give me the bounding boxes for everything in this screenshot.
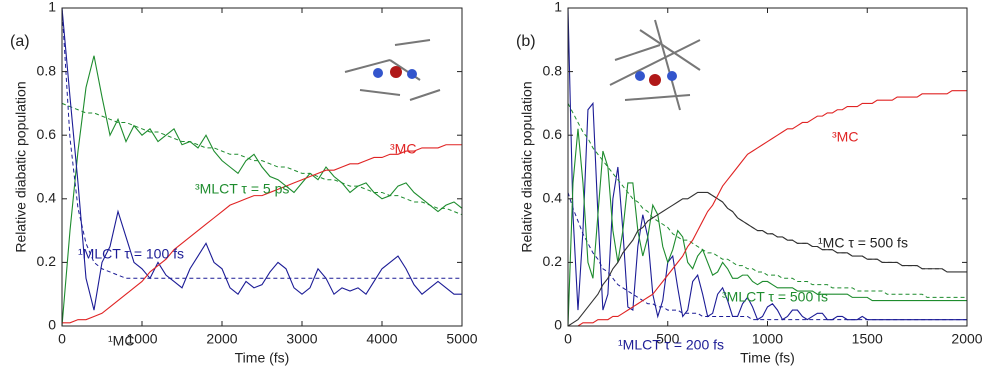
- annotation: ¹MLCT τ = 100 fs: [78, 246, 184, 262]
- y-tick-label: 0.6: [37, 126, 57, 142]
- y-tick-label: 0.4: [543, 190, 563, 206]
- molecule-sketch-b: [610, 20, 700, 110]
- annotation: ¹MC τ = 500 fs: [818, 235, 908, 251]
- annotation: ¹MLCT τ = 200 fs: [618, 337, 724, 353]
- x-axis-label: Time (fs): [235, 350, 290, 366]
- fit-line: [568, 103, 967, 297]
- figure: 0 1000 2000 3000 4000 5000 0 0.2 0.4 0.6 0.8 1 Time …: [0, 0, 982, 372]
- x-tick-label: 1500: [852, 331, 883, 347]
- y-tick-label: 0.8: [37, 62, 57, 78]
- x-tick-label: 3000: [286, 331, 317, 347]
- y-tick-label: 0.2: [543, 253, 563, 269]
- annotation: ³MLCT τ = 5 ps: [195, 181, 289, 197]
- annotation: ³MLCT τ = 500 fs: [722, 289, 828, 305]
- fit-line: [708, 192, 967, 272]
- annotation: ³MC: [390, 141, 416, 157]
- x-tick-label: 2000: [951, 331, 982, 347]
- population-line: [62, 145, 462, 323]
- y-axis-label: Relative diabatic population: [519, 81, 535, 252]
- x-tick-label: 0: [58, 331, 66, 347]
- y-axis-label: Relative diabatic population: [13, 81, 29, 252]
- y-tick-label: 0: [48, 317, 56, 333]
- x-tick-label: 4000: [366, 331, 397, 347]
- population-line: [62, 8, 462, 310]
- y-tick-label: 0.6: [543, 126, 563, 142]
- molecule-sketch-a: [345, 40, 440, 100]
- y-tick-label: 0.8: [543, 62, 563, 78]
- y-tick-label: 1: [554, 0, 562, 15]
- y-tick-label: 1: [48, 0, 56, 15]
- fit-line: [62, 103, 462, 214]
- x-axis-label: Time (fs): [740, 350, 795, 366]
- annotation: ¹MC: [108, 333, 134, 349]
- x-tick-label: 1000: [752, 331, 783, 347]
- x-tick-label: 0: [564, 331, 572, 347]
- annotation: ³MC: [832, 129, 858, 145]
- y-tick-label: 0: [554, 317, 562, 333]
- y-tick-label: 0.2: [37, 253, 57, 269]
- panel-label: (a): [10, 33, 30, 50]
- y-tick-label: 0.4: [37, 190, 57, 206]
- panel-label: (b): [516, 33, 536, 50]
- x-tick-label: 5000: [446, 331, 477, 347]
- x-tick-label: 2000: [206, 331, 237, 347]
